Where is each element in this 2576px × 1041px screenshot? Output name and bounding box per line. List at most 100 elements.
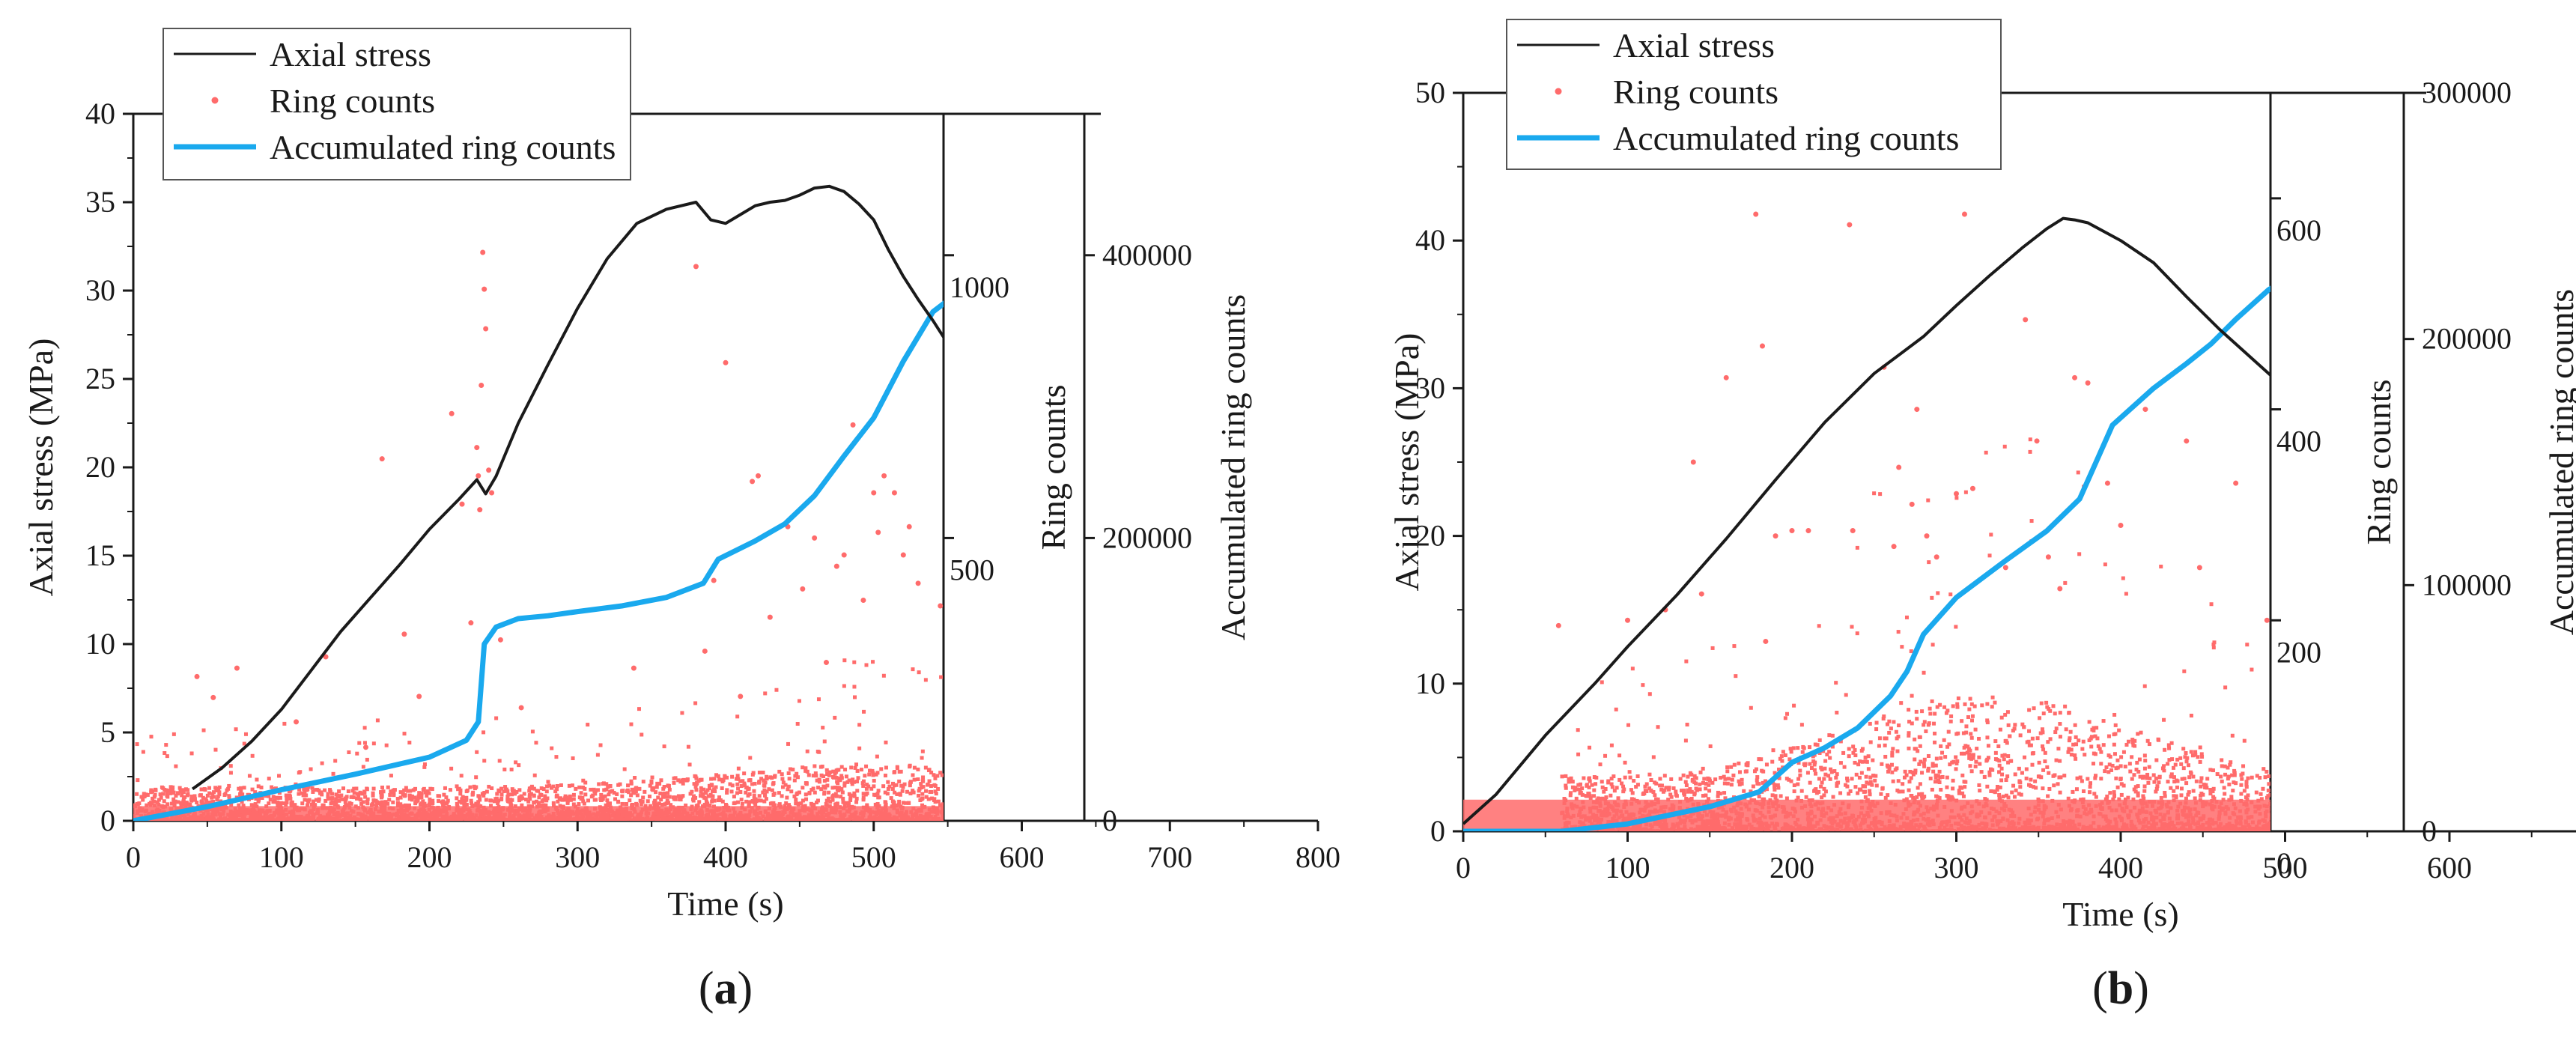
ring-count-dot: [827, 790, 831, 795]
ring-count-dot: [1042, 808, 1046, 812]
ring-count-dot: [1167, 797, 1170, 801]
ring-count-dot: [1009, 805, 1013, 809]
ring-count-dot: [171, 788, 175, 792]
ring-count-dot: [949, 777, 953, 780]
ring-count-dot: [422, 762, 427, 767]
ring-count-dot: [1073, 777, 1077, 781]
ring-count-dot: [1262, 816, 1266, 819]
ring-count-dot: [667, 795, 672, 799]
ring-count-dot: [320, 761, 324, 765]
ring-count-dot: [1269, 807, 1272, 811]
ring-count-dot: [254, 797, 258, 801]
ring-count-dot: [833, 792, 838, 796]
ring-count-dot: [1143, 801, 1147, 804]
ring-count-dot: [217, 785, 222, 789]
ring-count-dot: [1075, 784, 1078, 788]
ring-count-dot: [1221, 813, 1225, 817]
ring-count-dot: [1085, 789, 1089, 793]
ring-count-dot: [1027, 780, 1031, 784]
ring-count-dot: [268, 798, 273, 802]
ring-count-dot: [1128, 801, 1132, 805]
ring-count-dot: [1075, 796, 1078, 800]
ring-count-dot: [1129, 813, 1133, 817]
ring-count-dot: [469, 801, 473, 806]
ring-count-dot: [1198, 800, 1202, 804]
ring-count-dot: [759, 777, 764, 781]
ring-count-dot: [1079, 790, 1083, 794]
ring-count-dot: [852, 791, 857, 795]
ring-count-dot: [1126, 705, 1129, 709]
ring-count-dot: [1128, 810, 1132, 813]
ring-count-dot: [998, 813, 1002, 817]
ring-count-dot: [1057, 781, 1061, 785]
ring-count-dot: [532, 786, 536, 791]
ring-count-dot: [616, 799, 620, 804]
ring-count-dot: [1101, 800, 1105, 804]
ring-count-dot: [1028, 815, 1032, 819]
ring-count-dot: [953, 815, 957, 819]
ring-count-dot: [1194, 794, 1198, 798]
ring-count-dot: [595, 753, 600, 757]
ring-count-dot: [1256, 804, 1260, 807]
ring-count-dot: [933, 776, 938, 780]
ring-count-dot: [720, 799, 725, 804]
ring-count-dot: [1229, 813, 1233, 816]
ring-count-dot: [1174, 786, 1178, 789]
ring-count-dot: [959, 774, 962, 777]
ring-count-dot: [528, 797, 532, 801]
ring-count-dot: [990, 775, 994, 779]
ring-count-dot: [1105, 796, 1109, 800]
ring-count-dot: [441, 802, 446, 807]
x-tick-label: 0: [126, 840, 141, 874]
ring-count-dot: [444, 795, 449, 800]
ring-count-dot: [1068, 811, 1072, 815]
ring-count-dot: [1235, 790, 1239, 794]
ring-count-dot: [1031, 780, 1035, 784]
ring-count-dot: [1203, 784, 1206, 788]
ring-count-dot: [334, 798, 338, 803]
ring-count-dot: [985, 815, 989, 819]
ring-count-dot: [556, 799, 560, 804]
ring-count-dot: [344, 802, 348, 807]
ring-count-dot: [903, 801, 908, 805]
ring-count-dot: [1140, 812, 1144, 816]
ring-count-dot: [1272, 799, 1275, 803]
ring-count-dot: [1070, 809, 1074, 813]
ring-count-dot: [181, 799, 186, 804]
ring-count-dot: [398, 802, 403, 807]
ring-count-dot: [514, 760, 518, 765]
ring-count-dot: [930, 796, 935, 801]
ring-count-dot: [988, 814, 992, 818]
ring-count-dot: [1016, 777, 1020, 781]
ring-count-dot: [517, 763, 521, 768]
ring-count-dot: [1120, 813, 1124, 816]
ring-count-dot: [826, 796, 830, 801]
ring-count-dot: [1206, 813, 1210, 817]
ring-count-dot: [1032, 810, 1036, 814]
ring-count-dot: [1152, 799, 1155, 803]
ring-count-dot: [693, 774, 697, 778]
ring-count-dot: [1027, 784, 1031, 788]
ring-count-dot: [1206, 792, 1209, 795]
ring-count-dot: [641, 780, 645, 784]
ring-count-dot: [1053, 805, 1057, 809]
ring-count-dot: [242, 786, 246, 790]
ring-count-dot: [1039, 807, 1043, 811]
ring-count-dot: [1077, 814, 1081, 818]
ring-count-dot: [174, 764, 178, 768]
ring-count-dot: [1076, 805, 1080, 809]
ring-count-dot: [1057, 799, 1060, 803]
ring-count-dot: [1102, 792, 1105, 795]
ring-count-dot: [173, 799, 177, 804]
ring-count-dot: [1162, 804, 1166, 807]
ring-count-dot: [921, 775, 926, 780]
ring-count-dot: [961, 797, 965, 801]
ring-count-dot: [1191, 801, 1194, 805]
ring-count-dot: [1245, 816, 1249, 819]
ring-count-dot: [595, 788, 600, 792]
ring-count-dot: [725, 788, 729, 792]
ring-count-dot: [1264, 812, 1268, 816]
ring-count-dot: [702, 787, 706, 792]
ring-count-dot: [707, 783, 711, 788]
ring-count-dot: [974, 807, 978, 810]
